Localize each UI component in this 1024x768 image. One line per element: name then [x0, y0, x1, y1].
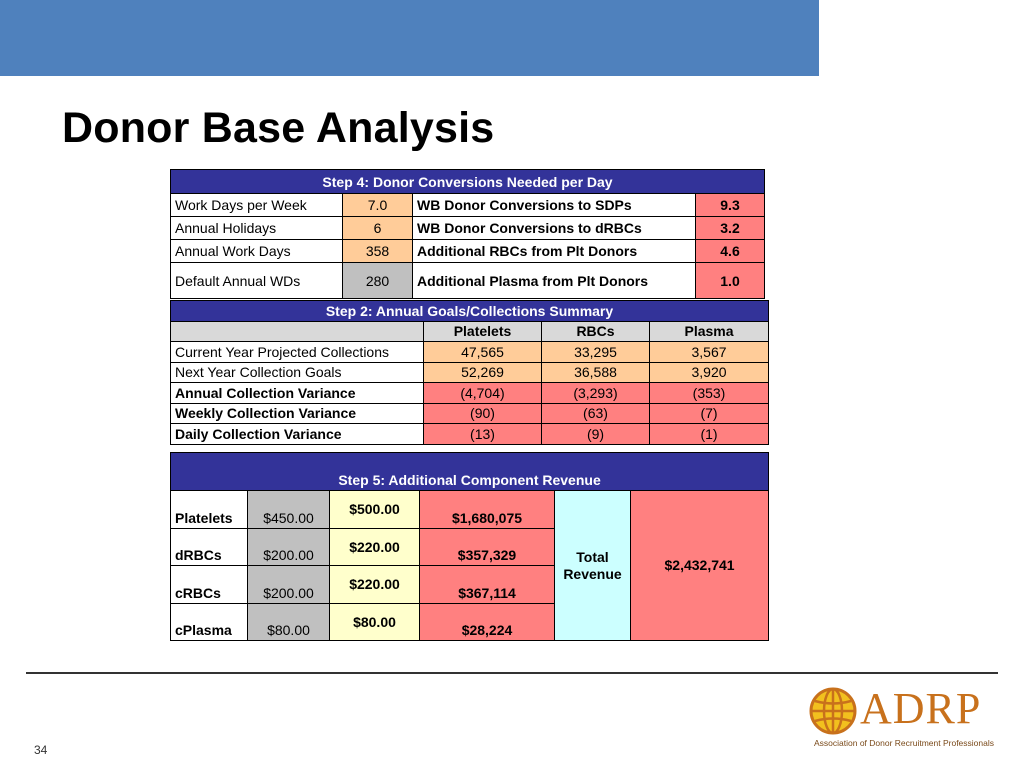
step5-revenue: $28,224 — [419, 602, 555, 641]
step5-revenue: $1,680,075 — [419, 490, 555, 529]
top-accent-bar — [0, 0, 819, 76]
step5-price: $500.00 — [329, 490, 420, 529]
step5-table: Step 5: Additional Component Revenue Pla… — [169, 452, 770, 641]
step4-value: 280 — [342, 262, 413, 299]
step5-price: $220.00 — [329, 527, 420, 566]
step2-label: Weekly Collection Variance — [170, 402, 424, 424]
step2-cell: (1) — [648, 423, 770, 445]
step5-base-price: $450.00 — [247, 490, 330, 529]
step2-label: Current Year Projected Collections — [170, 341, 424, 363]
step5-component: Platelets — [170, 490, 248, 529]
step4-value: 6 — [342, 216, 413, 240]
logo-tagline: Association of Donor Recruitment Profess… — [814, 738, 994, 748]
step4-label: Work Days per Week — [170, 193, 343, 217]
step4-value: 358 — [342, 239, 413, 263]
table-row: Annual Collection Variance (4,704) (3,29… — [170, 382, 770, 404]
step5-price: $220.00 — [329, 565, 420, 604]
step2-cell: (7) — [648, 402, 770, 424]
step2-label: Daily Collection Variance — [170, 423, 424, 445]
table-row: Daily Collection Variance (13) (9) (1) — [170, 423, 770, 445]
step5-header: Step 5: Additional Component Revenue — [169, 452, 770, 491]
table-row: Current Year Projected Collections 47,56… — [170, 341, 770, 363]
step4-metric: WB Donor Conversions to dRBCs — [412, 216, 696, 240]
step2-cell: (13) — [423, 423, 542, 445]
step4-result: 3.2 — [695, 216, 765, 240]
step4-label: Default Annual WDs — [170, 262, 343, 299]
adrp-logo: ADRP Association of Donor Recruitment Pr… — [808, 684, 1000, 754]
step2-col-header: Platelets — [423, 320, 542, 342]
step2-col-header: Plasma — [648, 320, 770, 342]
step2-cell: 3,567 — [648, 341, 770, 363]
step5-component: cRBCs — [170, 565, 248, 604]
step4-metric: Additional RBCs from Plt Donors — [412, 239, 696, 263]
step2-cell: (63) — [541, 402, 650, 424]
step4-table: Step 4: Donor Conversions Needed per Day… — [170, 169, 765, 299]
table-row: Annual Holidays 6 WB Donor Conversions t… — [170, 216, 765, 240]
page-title: Donor Base Analysis — [62, 104, 495, 152]
step2-cell: 36,588 — [541, 361, 650, 383]
step2-cell: 33,295 — [541, 341, 650, 363]
step4-header: Step 4: Donor Conversions Needed per Day — [170, 169, 765, 194]
step2-col-header: RBCs — [541, 320, 650, 342]
table-row: cRBCs $200.00 $220.00 $367,114 — [170, 565, 769, 604]
page-number: 34 — [34, 743, 48, 757]
total-revenue-value: $2,432,741 — [629, 490, 770, 641]
step5-base-price: $200.00 — [247, 565, 330, 604]
step2-cell: 52,269 — [423, 361, 542, 383]
step2-label: Annual Collection Variance — [170, 382, 424, 404]
step4-result: 4.6 — [695, 239, 765, 263]
step5-component: cPlasma — [170, 602, 248, 641]
step5-price: $80.00 — [329, 602, 420, 641]
step5-revenue: $357,329 — [419, 527, 555, 566]
table-row: Work Days per Week 7.0 WB Donor Conversi… — [170, 193, 765, 217]
step2-cell: (3,293) — [541, 382, 650, 404]
step2-cell: (9) — [541, 423, 650, 445]
logo-wordmark: ADRP — [860, 684, 982, 733]
total-revenue-label: Total Revenue — [554, 490, 631, 641]
step4-result: 1.0 — [695, 262, 765, 299]
footer-divider — [26, 672, 998, 674]
step2-table: Step 2: Annual Goals/Collections Summary… — [169, 300, 770, 445]
step4-result: 9.3 — [695, 193, 765, 217]
step5-base-price: $80.00 — [247, 602, 330, 641]
step2-cell: (4,704) — [423, 382, 542, 404]
step2-cell: 3,920 — [648, 361, 770, 383]
step2-cell: (353) — [648, 382, 770, 404]
table-row: Platelets RBCs Plasma — [170, 320, 770, 342]
step2-cell: 47,565 — [423, 341, 542, 363]
table-row: dRBCs $200.00 $220.00 $357,329 — [170, 527, 769, 566]
step4-metric: Additional Plasma from Plt Donors — [412, 262, 696, 299]
table-row: Weekly Collection Variance (90) (63) (7) — [170, 402, 770, 424]
table-row: cPlasma $80.00 $80.00 $28,224 — [170, 602, 769, 641]
step4-metric: WB Donor Conversions to SDPs — [412, 193, 696, 217]
step5-base-price: $200.00 — [247, 527, 330, 566]
step4-value: 7.0 — [342, 193, 413, 217]
table-row: Default Annual WDs 280 Additional Plasma… — [170, 262, 765, 299]
step2-corner — [170, 320, 424, 342]
step4-label: Annual Work Days — [170, 239, 343, 263]
step2-header: Step 2: Annual Goals/Collections Summary — [169, 300, 770, 322]
table-row: Next Year Collection Goals 52,269 36,588… — [170, 361, 770, 383]
table-row: Annual Work Days 358 Additional RBCs fro… — [170, 239, 765, 263]
table-row: Platelets $450.00 $500.00 $1,680,075 Tot… — [170, 490, 770, 641]
globe-icon — [809, 687, 857, 735]
step2-cell: (90) — [423, 402, 542, 424]
step2-label: Next Year Collection Goals — [170, 361, 424, 383]
step5-revenue: $367,114 — [419, 565, 555, 604]
step4-label: Annual Holidays — [170, 216, 343, 240]
step5-component: dRBCs — [170, 527, 248, 566]
